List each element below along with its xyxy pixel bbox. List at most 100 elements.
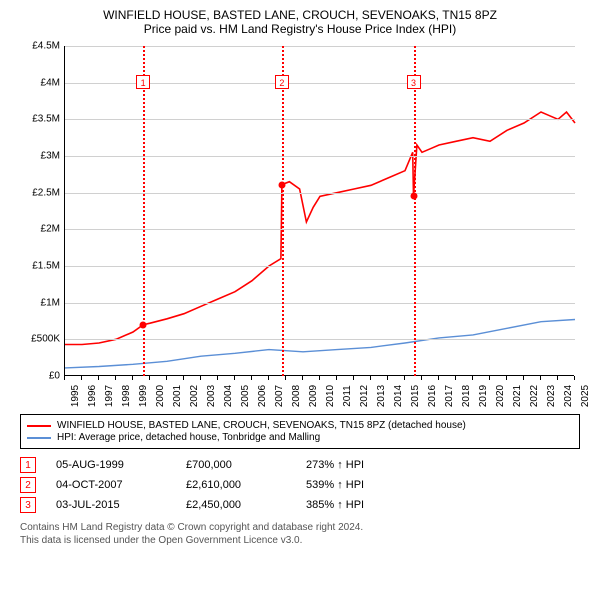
legend-swatch <box>27 437 51 439</box>
x-tick-label: 2008 <box>291 385 302 407</box>
x-tick-label: 2021 <box>512 385 523 407</box>
legend-label: HPI: Average price, detached house, Tonb… <box>57 432 320 443</box>
x-tick <box>574 376 575 380</box>
license-block: Contains HM Land Registry data © Crown c… <box>20 521 580 547</box>
x-tick <box>387 376 388 380</box>
event-row-date: 03-JUL-2015 <box>56 499 166 511</box>
event-row-2: 204-OCT-2007£2,610,000539% ↑ HPI <box>20 477 580 493</box>
event-row-marker: 3 <box>20 497 36 513</box>
event-row-marker: 1 <box>20 457 36 473</box>
x-tick <box>149 376 150 380</box>
x-tick-label: 2024 <box>563 385 574 407</box>
x-tick-label: 2019 <box>478 385 489 407</box>
events-table: 105-AUG-1999£700,000273% ↑ HPI204-OCT-20… <box>20 457 580 513</box>
gridline-h <box>65 229 575 230</box>
x-tick-label: 2023 <box>546 385 557 407</box>
x-tick <box>557 376 558 380</box>
x-tick <box>98 376 99 380</box>
y-tick-label: £0 <box>20 371 60 382</box>
x-tick-label: 2014 <box>393 385 404 407</box>
below-chart: WINFIELD HOUSE, BASTED LANE, CROUCH, SEV… <box>20 414 580 547</box>
x-tick <box>81 376 82 380</box>
x-tick <box>268 376 269 380</box>
x-tick <box>336 376 337 380</box>
legend-row: WINFIELD HOUSE, BASTED LANE, CROUCH, SEV… <box>27 420 573 431</box>
x-tick-label: 2025 <box>580 385 591 407</box>
x-tick-label: 2013 <box>376 385 387 407</box>
x-tick <box>421 376 422 380</box>
gridline-h <box>65 156 575 157</box>
x-tick <box>166 376 167 380</box>
x-tick <box>217 376 218 380</box>
x-tick <box>64 376 65 380</box>
x-tick-label: 1995 <box>70 385 81 407</box>
x-tick <box>404 376 405 380</box>
legend-swatch <box>27 425 51 427</box>
title-line-1: WINFIELD HOUSE, BASTED LANE, CROUCH, SEV… <box>10 8 590 22</box>
x-tick <box>353 376 354 380</box>
x-tick <box>540 376 541 380</box>
gridline-h <box>65 193 575 194</box>
x-tick-label: 2020 <box>495 385 506 407</box>
x-tick <box>251 376 252 380</box>
x-tick-label: 2015 <box>410 385 421 407</box>
license-line-1: Contains HM Land Registry data © Crown c… <box>20 521 580 534</box>
y-tick-label: £3.5M <box>20 114 60 125</box>
legend-box: WINFIELD HOUSE, BASTED LANE, CROUCH, SEV… <box>20 414 580 449</box>
x-tick-label: 2007 <box>274 385 285 407</box>
y-tick-label: £1M <box>20 297 60 308</box>
y-tick-label: £500K <box>20 334 60 345</box>
legend-label: WINFIELD HOUSE, BASTED LANE, CROUCH, SEV… <box>57 420 466 431</box>
y-tick-label: £4M <box>20 77 60 88</box>
x-tick-label: 2009 <box>308 385 319 407</box>
x-tick <box>472 376 473 380</box>
x-axis-ticks: 1995199619971998199920002001200220032004… <box>64 376 574 410</box>
x-tick-label: 1997 <box>104 385 115 407</box>
x-tick-label: 2018 <box>461 385 472 407</box>
x-tick-label: 2011 <box>342 385 353 407</box>
chart-area: £0£500K£1M£1.5M£2M£2.5M£3M£3.5M£4M£4.5M … <box>20 40 580 410</box>
gridline-h <box>65 303 575 304</box>
x-tick-label: 2004 <box>223 385 234 407</box>
x-tick <box>115 376 116 380</box>
x-tick <box>234 376 235 380</box>
y-tick-label: £1.5M <box>20 261 60 272</box>
sale-dot-3 <box>410 193 417 200</box>
y-tick-label: £4.5M <box>20 41 60 52</box>
event-row-price: £2,450,000 <box>186 499 286 511</box>
event-marker-1: 1 <box>136 75 150 89</box>
chart-container: WINFIELD HOUSE, BASTED LANE, CROUCH, SEV… <box>0 0 600 590</box>
sale-dot-1 <box>140 321 147 328</box>
event-row-1: 105-AUG-1999£700,000273% ↑ HPI <box>20 457 580 473</box>
x-tick <box>489 376 490 380</box>
event-line-2 <box>282 46 284 376</box>
event-row-marker: 2 <box>20 477 36 493</box>
event-row-price: £2,610,000 <box>186 479 286 491</box>
title-line-2: Price paid vs. HM Land Registry's House … <box>10 22 590 36</box>
x-tick-label: 2002 <box>189 385 200 407</box>
x-tick <box>319 376 320 380</box>
event-row-hpi: 273% ↑ HPI <box>306 459 416 471</box>
event-row-date: 05-AUG-1999 <box>56 459 166 471</box>
x-tick <box>506 376 507 380</box>
x-tick-label: 2000 <box>155 385 166 407</box>
x-tick-label: 1998 <box>121 385 132 407</box>
x-tick-label: 1999 <box>138 385 149 407</box>
plot-area: 1 2 3 <box>64 46 574 376</box>
y-tick-label: £2M <box>20 224 60 235</box>
event-marker-3: 3 <box>407 75 421 89</box>
event-row-3: 303-JUL-2015£2,450,000385% ↑ HPI <box>20 497 580 513</box>
gridline-h <box>65 339 575 340</box>
x-tick-label: 2003 <box>206 385 217 407</box>
x-tick <box>285 376 286 380</box>
x-tick-label: 2005 <box>240 385 251 407</box>
event-marker-2: 2 <box>275 75 289 89</box>
series-price_paid <box>65 112 575 345</box>
gridline-h <box>65 46 575 47</box>
x-tick <box>183 376 184 380</box>
x-tick <box>438 376 439 380</box>
x-tick <box>132 376 133 380</box>
y-tick-label: £2.5M <box>20 187 60 198</box>
y-tick-label: £3M <box>20 151 60 162</box>
x-tick-label: 2010 <box>325 385 336 407</box>
